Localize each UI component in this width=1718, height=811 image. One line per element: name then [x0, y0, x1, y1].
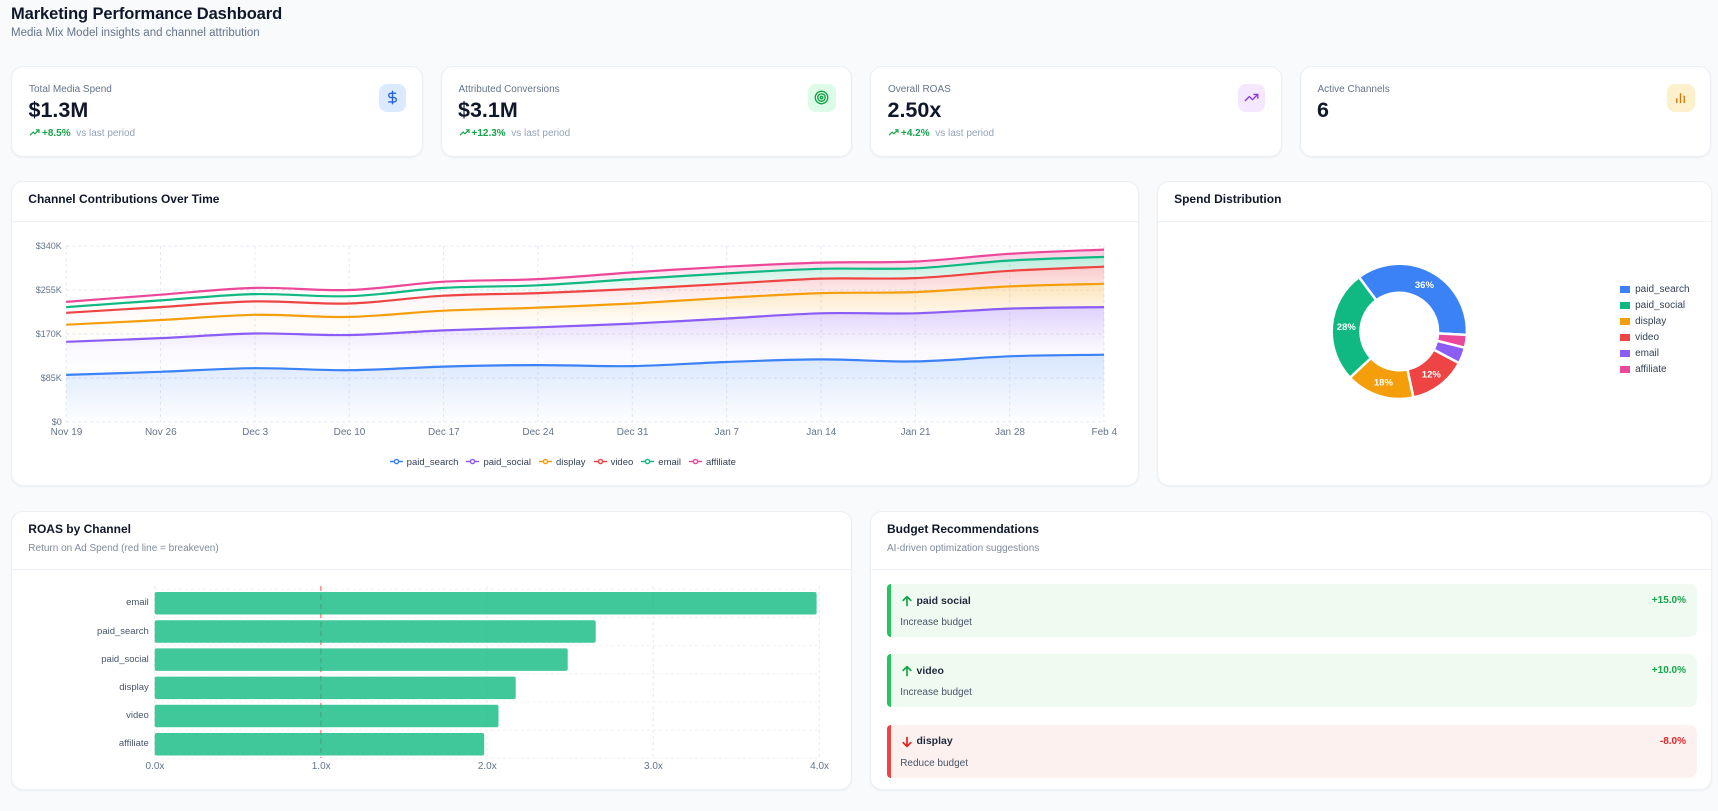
svg-text:36%: 36%	[1415, 280, 1435, 291]
svg-text:18%: 18%	[1374, 378, 1394, 389]
svg-text:12%: 12%	[1422, 369, 1442, 380]
svg-text:28%: 28%	[1337, 322, 1357, 333]
